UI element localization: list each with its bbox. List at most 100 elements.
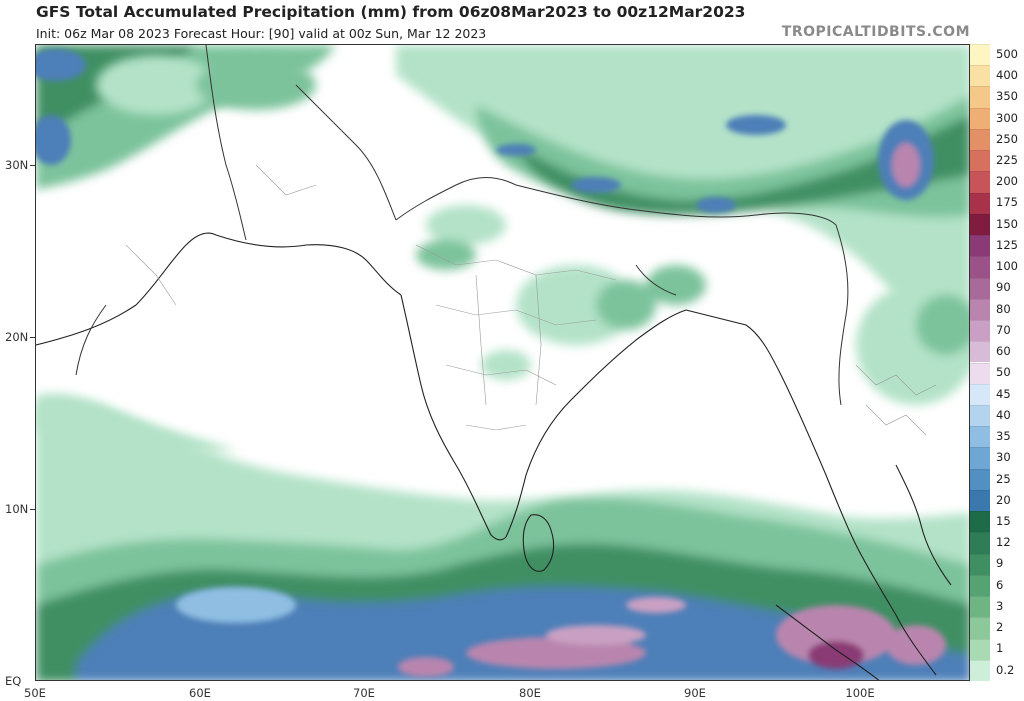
colorbar-label: 125 bbox=[996, 237, 1018, 252]
colorbar-level: 500 bbox=[970, 44, 1022, 66]
colorbar-label: 15 bbox=[996, 513, 1011, 528]
colorbar-swatch bbox=[970, 383, 990, 405]
lon-label-70e: 70E bbox=[353, 686, 375, 700]
colorbar-label: 12 bbox=[996, 535, 1011, 550]
lon-label-90e: 90E bbox=[684, 686, 706, 700]
lon-label-60e: 60E bbox=[189, 686, 211, 700]
colorbar-level: 400 bbox=[970, 65, 1022, 87]
colorbar-label: 2 bbox=[996, 620, 1004, 635]
colorbar-swatch bbox=[970, 213, 990, 236]
precip-north-core bbox=[36, 49, 934, 213]
colorbar-label: 35 bbox=[996, 429, 1011, 444]
precip-band-south-core bbox=[176, 587, 946, 677]
colorbar-level: 40 bbox=[970, 404, 1022, 427]
colorbar-level: 30 bbox=[970, 447, 1022, 469]
colorbar-swatch bbox=[970, 192, 990, 214]
colorbar-swatch bbox=[970, 659, 990, 681]
colorbar-label: 250 bbox=[996, 131, 1018, 146]
colorbar-label: 80 bbox=[996, 301, 1011, 316]
colorbar-label: 400 bbox=[996, 68, 1018, 83]
precipitation-map bbox=[35, 44, 970, 681]
colorbar-level: 125 bbox=[970, 235, 1022, 257]
colorbar-swatch bbox=[970, 65, 990, 87]
colorbar-swatch bbox=[970, 341, 990, 363]
colorbar-swatch bbox=[970, 320, 990, 342]
colorbar-swatch bbox=[970, 468, 990, 490]
credit-text: TROPICALTIDBITS.COM bbox=[781, 24, 970, 40]
colorbar-level: 35 bbox=[970, 426, 1022, 448]
colorbar-swatch bbox=[970, 532, 990, 554]
colorbar-level: 90 bbox=[970, 277, 1022, 299]
colorbar-swatch bbox=[970, 277, 990, 299]
colorbar-swatch bbox=[970, 298, 990, 321]
colorbar-level: 12 bbox=[970, 532, 1022, 554]
colorbar-swatch bbox=[970, 235, 990, 257]
colorbar-label: 50 bbox=[996, 365, 1011, 380]
colorbar-label: 100 bbox=[996, 259, 1018, 274]
colorbar-label: 300 bbox=[996, 110, 1018, 125]
colorbar-label: 90 bbox=[996, 280, 1011, 295]
colorbar-level: 250 bbox=[970, 128, 1022, 151]
lat-tick-10n bbox=[30, 509, 35, 510]
colorbar-label: 30 bbox=[996, 450, 1011, 465]
colorbar-swatch bbox=[970, 489, 990, 512]
colorbar-level: 50 bbox=[970, 362, 1022, 384]
colorbar-label: 500 bbox=[996, 46, 1018, 61]
colorbar-label: 60 bbox=[996, 344, 1011, 359]
colorbar-level: 20 bbox=[970, 489, 1022, 512]
precip-india bbox=[96, 55, 969, 405]
colorbar-swatch bbox=[970, 107, 990, 129]
colorbar-label: 25 bbox=[996, 471, 1011, 486]
colorbar-level: 45 bbox=[970, 383, 1022, 405]
precip-colorbar: 500 400 350 300 250 225 200 175 150 125 100 90 80 70 6… bbox=[970, 44, 1022, 681]
colorbar-label: 200 bbox=[996, 174, 1018, 189]
colorbar-label: 40 bbox=[996, 407, 1011, 422]
colorbar-label: 1 bbox=[996, 641, 1004, 656]
map-title: GFS Total Accumulated Precipitation (mm)… bbox=[36, 3, 746, 21]
colorbar-swatch bbox=[970, 44, 990, 66]
state-borders bbox=[125, 164, 937, 436]
colorbar-swatch bbox=[970, 553, 990, 575]
colorbar-label: 70 bbox=[996, 322, 1011, 337]
colorbar-level: 2 bbox=[970, 617, 1022, 639]
lat-label-30n: 30N bbox=[5, 158, 29, 172]
colorbar-label: 350 bbox=[996, 89, 1018, 104]
colorbar-swatch bbox=[970, 511, 990, 533]
colorbar-level: 350 bbox=[970, 86, 1022, 108]
map-subtitle: Init: 06z Mar 08 2023 Forecast Hour: [90… bbox=[36, 26, 487, 41]
lat-label-20n: 20N bbox=[5, 330, 29, 344]
colorbar-level: 225 bbox=[970, 150, 1022, 172]
colorbar-label: 225 bbox=[996, 153, 1018, 168]
colorbar-swatch bbox=[970, 596, 990, 618]
colorbar-level: 3 bbox=[970, 596, 1022, 618]
map-canvas bbox=[36, 45, 969, 680]
colorbar-level: 100 bbox=[970, 256, 1022, 278]
lon-label-100e: 100E bbox=[845, 686, 875, 700]
colorbar-level: 25 bbox=[970, 468, 1022, 490]
lat-tick-30n bbox=[30, 165, 35, 166]
colorbar-swatch bbox=[970, 362, 990, 384]
colorbar-level: 60 bbox=[970, 341, 1022, 363]
colorbar-level: 70 bbox=[970, 320, 1022, 342]
colorbar-swatch bbox=[970, 256, 990, 278]
colorbar-label: 150 bbox=[996, 216, 1018, 231]
colorbar-swatch bbox=[970, 404, 990, 427]
lat-tick-20n bbox=[30, 337, 35, 338]
country-borders bbox=[75, 45, 849, 406]
colorbar-swatch bbox=[970, 574, 990, 597]
colorbar-label: 45 bbox=[996, 386, 1011, 401]
colorbar-swatch bbox=[970, 447, 990, 469]
colorbar-level: 6 bbox=[970, 574, 1022, 597]
colorbar-level: 9 bbox=[970, 553, 1022, 575]
colorbar-label: 6 bbox=[996, 577, 1004, 592]
colorbar-swatch bbox=[970, 426, 990, 448]
colorbar-label: 9 bbox=[996, 556, 1004, 571]
colorbar-level: 200 bbox=[970, 171, 1022, 193]
colorbar-swatch bbox=[970, 638, 990, 660]
colorbar-level: 0.2 bbox=[970, 659, 1022, 681]
colorbar-label: 20 bbox=[996, 492, 1011, 507]
colorbar-level: 80 bbox=[970, 298, 1022, 321]
coastlines bbox=[36, 232, 952, 680]
lon-label-80e: 80E bbox=[519, 686, 541, 700]
colorbar-swatch bbox=[970, 150, 990, 172]
